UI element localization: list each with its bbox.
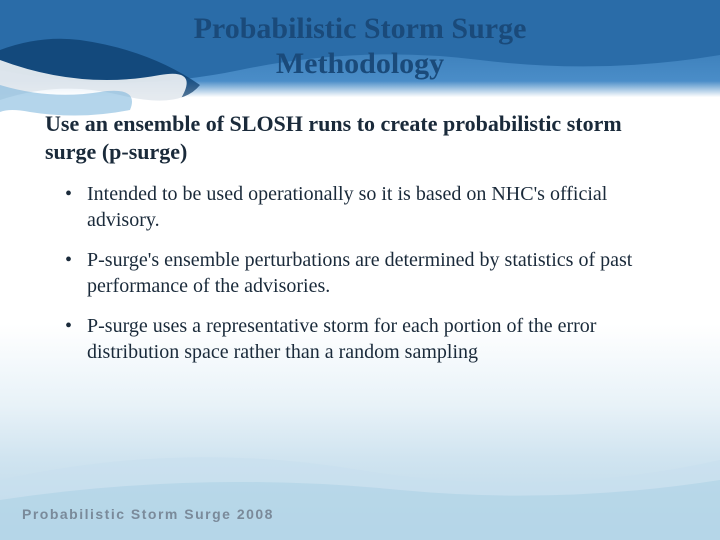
title-line-2: Methodology	[276, 47, 444, 80]
bullet-item: P-surge uses a representative storm for …	[65, 313, 675, 365]
bullet-item: P-surge's ensemble perturbations are det…	[65, 247, 675, 299]
bullet-list: Intended to be used operationally so it …	[45, 181, 675, 365]
title-line-1: Probabilistic Storm Surge	[194, 12, 527, 45]
slide-container: Probabilistic Storm Surge Methodology Us…	[0, 0, 720, 540]
bullet-item: Intended to be used operationally so it …	[65, 181, 675, 233]
slide-title: Probabilistic Storm Surge Methodology	[0, 12, 720, 81]
footer-text: Probabilistic Storm Surge 2008	[22, 506, 274, 522]
intro-text: Use an ensemble of SLOSH runs to create …	[45, 110, 675, 165]
slide-content: Use an ensemble of SLOSH runs to create …	[45, 110, 675, 379]
